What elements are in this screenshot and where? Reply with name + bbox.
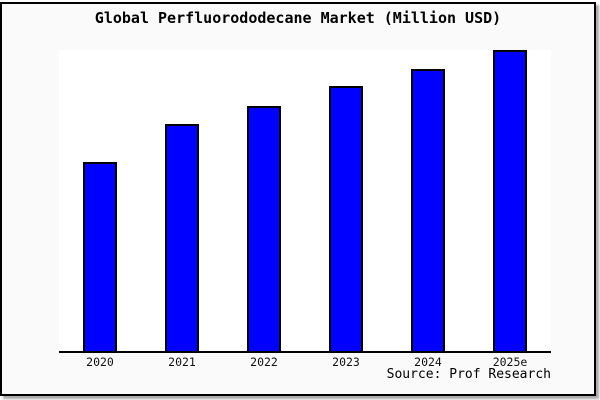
chart-frame: Global Perfluorododecane Market (Million… bbox=[0, 2, 596, 396]
bar-2023 bbox=[329, 86, 363, 351]
bar-2021 bbox=[165, 124, 199, 351]
bar-2020 bbox=[83, 161, 117, 351]
bar-slot bbox=[141, 50, 223, 351]
bar-2022 bbox=[247, 106, 281, 351]
bar-slot bbox=[223, 50, 305, 351]
bar-slot bbox=[469, 50, 551, 351]
x-tick-label-2024: 2024 bbox=[414, 355, 442, 369]
chart-title: Global Perfluorododecane Market (Million… bbox=[94, 9, 502, 27]
x-tick-label-2023: 2023 bbox=[332, 355, 360, 369]
bar-slot bbox=[387, 50, 469, 351]
x-tick-label-2025e: 2025e bbox=[492, 355, 528, 369]
plot-area bbox=[59, 50, 551, 353]
x-tick-label-2020: 2020 bbox=[86, 355, 114, 369]
x-tick-label-2021: 2021 bbox=[168, 355, 196, 369]
bar-slot bbox=[305, 50, 387, 351]
bars-container bbox=[59, 50, 551, 351]
x-tick-label-2022: 2022 bbox=[250, 355, 278, 369]
source-note: Source: Prof Research bbox=[386, 367, 551, 382]
bar-slot bbox=[59, 50, 141, 351]
bar-2024 bbox=[411, 68, 445, 351]
x-axis-labels: 2020 2021 2022 2023 2024 2025e bbox=[59, 355, 551, 369]
bar-2025e bbox=[493, 50, 527, 351]
